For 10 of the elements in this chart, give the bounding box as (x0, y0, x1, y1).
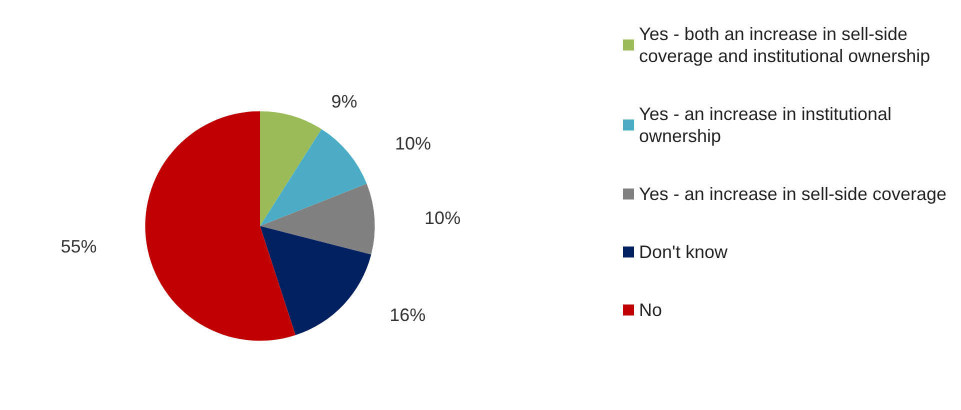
legend-label: Don't know (639, 242, 728, 262)
data-label: 55% (60, 236, 97, 256)
data-label: 9% (331, 91, 358, 112)
legend-label: Yes - both an increase in sell-side coverage and institutional ownership (639, 24, 930, 66)
data-label: 16% (390, 304, 426, 325)
legend-label: Yes - an increase in institutional ownership (639, 104, 896, 146)
data-label: 10% (424, 208, 461, 228)
data-label: 10% (395, 133, 432, 154)
legend-label: Yes - an increase in sell-side coverage (639, 184, 947, 204)
legend-label: No (639, 300, 662, 320)
